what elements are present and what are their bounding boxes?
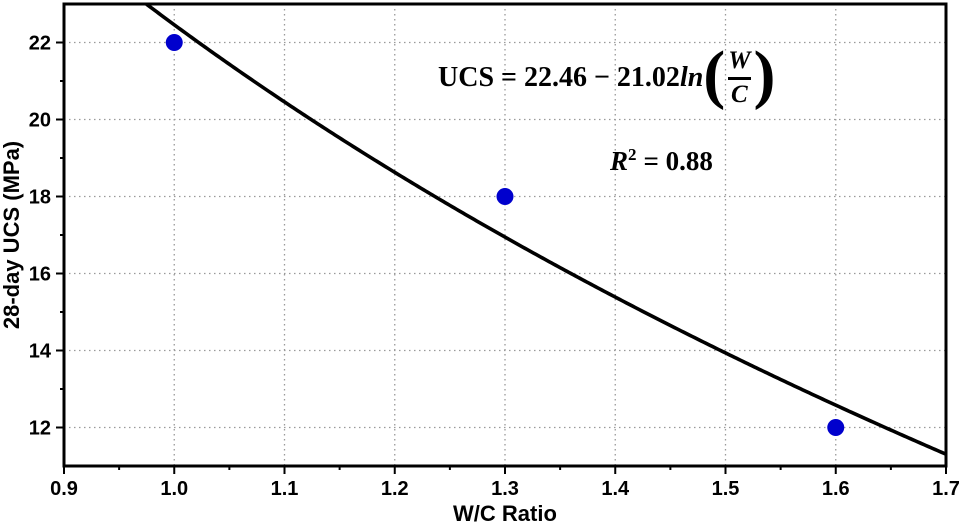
fit-equation-annotation: UCS = 22.46 − 21.02 ln ( W C )	[438, 38, 776, 112]
r-squared-exponent: 2	[628, 145, 637, 164]
fraction-bar	[728, 77, 751, 81]
x-tick-label: 1.4	[601, 478, 630, 500]
data-point	[827, 419, 845, 436]
wc-fraction: W C	[725, 47, 753, 109]
y-tick-label: 12	[29, 418, 51, 440]
fraction-denominator: C	[731, 81, 748, 109]
data-point	[165, 34, 183, 51]
x-tick-label: 1.2	[381, 478, 409, 500]
fit-curve	[143, 4, 946, 456]
y-tick-label: 22	[29, 33, 51, 55]
x-tick-label: 1.6	[822, 478, 850, 500]
equation-ln-operator: ln	[679, 62, 704, 94]
x-axis-label: W/C Ratio	[453, 501, 557, 526]
y-tick-label: 20	[29, 110, 51, 132]
r-squared-variable: R	[610, 146, 629, 176]
data-point	[496, 188, 514, 205]
left-paren: (	[703, 38, 726, 112]
y-tick-label: 18	[29, 187, 51, 209]
y-tick-label: 16	[29, 264, 51, 286]
x-tick-label: 0.9	[50, 478, 78, 500]
r-squared-value: = 0.88	[643, 146, 713, 176]
fraction-numerator: W	[728, 47, 751, 74]
x-tick-label: 1.5	[712, 478, 740, 500]
x-tick-label: 1.1	[271, 478, 299, 500]
right-paren: )	[753, 38, 776, 112]
equation-lhs: UCS = 22.46 − 21.02	[438, 62, 680, 94]
x-tick-label: 1.3	[491, 478, 519, 500]
y-tick-label: 14	[29, 341, 52, 363]
x-tick-label: 1.7	[932, 478, 960, 500]
r-squared-annotation: R2 = 0.88	[610, 146, 713, 177]
y-axis-label: 28-day UCS (MPa)	[0, 141, 24, 329]
x-tick-label: 1.0	[160, 478, 188, 500]
